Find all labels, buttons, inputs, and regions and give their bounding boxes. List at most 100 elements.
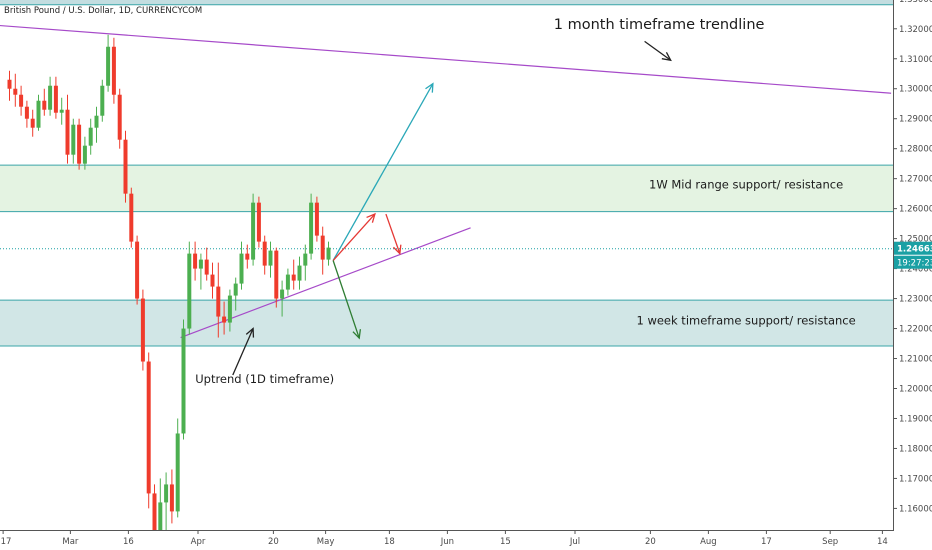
candle[interactable] [210,262,215,299]
candle[interactable] [227,289,232,332]
candle[interactable] [262,235,267,275]
annotation-label[interactable]: Uptrend (1D timeframe) [195,372,334,386]
candle[interactable] [303,244,308,281]
candle[interactable] [187,241,192,335]
trendline[interactable] [0,24,892,94]
candle[interactable] [100,79,105,122]
candle[interactable] [24,100,29,128]
candle[interactable] [175,418,180,518]
candle[interactable] [19,85,24,116]
candle[interactable] [297,256,302,290]
candle-body [42,100,47,110]
candle[interactable] [42,88,47,116]
candle[interactable] [198,253,203,290]
candle[interactable] [94,106,99,143]
price-tick-label: 1.29000 [899,115,932,125]
candle[interactable] [36,94,41,131]
candle[interactable] [71,118,76,164]
candle-body [146,361,151,494]
price-axis[interactable]: 1.16000 1.17000 1.18000 1.19000 1.20000 1.210… [893,0,932,550]
candle[interactable] [164,472,169,536]
candle[interactable] [146,352,151,509]
candle[interactable] [123,130,128,203]
candle[interactable] [152,484,157,550]
candle[interactable] [140,289,145,371]
candle[interactable] [280,280,285,317]
candle[interactable] [245,244,250,269]
candle[interactable] [13,73,18,107]
candle-body [7,79,12,89]
candle[interactable] [256,196,261,248]
time-axis[interactable]: 17 Mar 16 Apr 20 May 18 Jun 15 Jul 20 Aug 17 Sep 14 [0,530,932,550]
candle-body [59,109,64,113]
candle[interactable] [309,193,314,260]
candle[interactable] [106,34,111,92]
candle[interactable] [320,226,325,275]
candle[interactable] [169,469,174,524]
candle[interactable] [326,241,331,266]
candle[interactable] [77,118,82,170]
candle-body [19,94,24,107]
price-tick-label: 1.16000 [899,504,932,514]
candle[interactable] [268,241,273,278]
price-tick-label: 1.24000 [899,265,932,275]
price-tick-label: 1.25000 [899,235,932,245]
candle-body [175,433,180,512]
zone-box[interactable] [0,300,893,346]
zone-box[interactable] [0,165,893,212]
candle[interactable] [233,277,238,311]
candle-body [94,115,99,128]
candle-body [100,85,105,116]
candle[interactable] [117,88,122,149]
candle[interactable] [65,94,70,164]
candle[interactable] [291,259,296,290]
candle-body [181,328,186,434]
candle[interactable] [285,268,290,296]
projection-arrow-head [366,212,376,223]
candle-body [285,274,290,290]
annotation-label[interactable]: 1 week timeframe support/ resistance [636,313,855,327]
candle[interactable] [30,109,35,137]
price-tick-label: 1.18000 [899,444,932,454]
candle-body [314,202,319,236]
current-price-tag[interactable] [894,241,932,255]
price-tick-label: 1.31000 [899,55,932,65]
annotation-arrow-head [661,52,672,62]
candle[interactable] [193,241,198,281]
projection-arrow-head [425,82,434,93]
candle[interactable] [251,193,256,266]
price-tick-label: 1.17000 [899,474,932,484]
candle[interactable] [48,76,53,116]
candle[interactable] [158,478,163,550]
annotation-label[interactable]: 1 month timeframe trendline [554,17,765,33]
candle[interactable] [111,37,116,104]
countdown-label: 19:27:23 [897,259,932,269]
candle[interactable] [204,247,209,281]
time-tick-label: 15 [500,537,511,547]
projections-layer [332,82,434,340]
candle[interactable] [181,319,186,440]
candle[interactable] [216,262,221,338]
candle[interactable] [129,187,134,248]
candle-body [280,289,285,299]
candle[interactable] [135,235,140,305]
price-tick-label: 1.21000 [899,355,932,365]
zone-box[interactable] [0,0,893,5]
candle-body [233,283,238,296]
candle[interactable] [53,76,58,119]
candle-body [82,145,87,164]
candle[interactable] [7,70,12,101]
candle[interactable] [222,301,227,335]
annotation-label[interactable]: 1W Mid range support/ resistance [649,178,843,192]
candle[interactable] [274,247,279,308]
price-tick-label: 1.28000 [899,145,932,155]
candle[interactable] [88,118,93,155]
candle[interactable] [239,241,244,290]
candle-body [245,253,250,260]
candle-body [256,202,261,242]
candle[interactable] [314,196,319,242]
candle[interactable] [59,97,64,125]
candle-body [65,109,70,155]
candle[interactable] [82,136,87,170]
